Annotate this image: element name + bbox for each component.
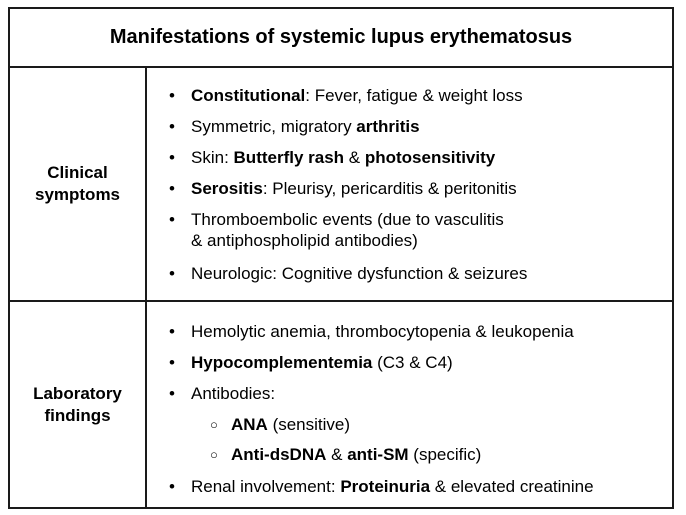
bullet-icon: • bbox=[169, 477, 175, 496]
item-bold-text: Proteinuria bbox=[340, 477, 431, 496]
hollow-bullet-icon: ○ bbox=[210, 417, 218, 432]
sub-list-item: ○ ANA (sensitive) bbox=[210, 414, 350, 435]
item-text: Hemolytic anemia, thrombocytopenia & leu… bbox=[191, 322, 574, 341]
bullet-icon: • bbox=[169, 179, 175, 198]
bullet-icon: • bbox=[169, 210, 175, 229]
list-item: • Antibodies: bbox=[169, 383, 275, 404]
bullet-icon: • bbox=[169, 264, 175, 283]
bullet-icon: • bbox=[169, 86, 175, 105]
list-item: • Constitutional: Fever, fatigue & weigh… bbox=[169, 85, 523, 106]
list-item: • Serositis: Pleurisy, pericarditis & pe… bbox=[169, 178, 517, 199]
lab-label-line2: findings bbox=[44, 405, 111, 425]
table-title: Manifestations of systemic lupus erythem… bbox=[10, 9, 672, 68]
item-text: : Fever, fatigue & weight loss bbox=[305, 86, 523, 105]
clinical-symptoms-label: Clinical symptoms bbox=[10, 68, 147, 300]
item-bold-text: Constitutional bbox=[191, 86, 306, 105]
item-text: (C3 & C4) bbox=[372, 353, 453, 372]
hollow-bullet-icon: ○ bbox=[210, 447, 218, 462]
bullet-icon: • bbox=[169, 322, 175, 341]
list-item: • Thromboembolic events (due to vasculit… bbox=[169, 209, 504, 251]
item-bold-text: ANA bbox=[231, 415, 268, 434]
clinical-label-line1: Clinical bbox=[47, 163, 108, 182]
item-text: Neurologic: Cognitive dysfunction & seiz… bbox=[191, 264, 528, 283]
bullet-icon: • bbox=[169, 117, 175, 136]
item-text: Antibodies: bbox=[191, 384, 276, 403]
clinical-symptoms-row: Clinical symptoms • Constitutional: Feve… bbox=[10, 68, 672, 302]
item-bold-text: Anti-dsDNA bbox=[231, 445, 327, 464]
lab-label-line1: Laboratory bbox=[33, 383, 122, 403]
item-bold-text: Butterfly rash bbox=[233, 148, 345, 167]
clinical-symptoms-content: • Constitutional: Fever, fatigue & weigh… bbox=[147, 68, 672, 300]
laboratory-findings-content: • Hemolytic anemia, thrombocytopenia & l… bbox=[147, 302, 672, 507]
bullet-icon: • bbox=[169, 353, 175, 372]
item-text: & elevated creatinine bbox=[430, 477, 594, 496]
list-item: • Hypocomplementemia (C3 & C4) bbox=[169, 352, 453, 373]
item-bold-text: photosensitivity bbox=[364, 148, 496, 167]
item-bold-text: Serositis bbox=[191, 179, 263, 198]
item-bold-text: anti-SM bbox=[347, 445, 409, 464]
item-text: Symmetric, migratory bbox=[191, 117, 357, 136]
item-text-line2: & antiphospholipid antibodies) bbox=[191, 231, 418, 250]
laboratory-findings-label: Laboratory findings bbox=[10, 302, 147, 507]
bullet-icon: • bbox=[169, 384, 175, 403]
item-text: & bbox=[344, 148, 365, 167]
list-item: • Neurologic: Cognitive dysfunction & se… bbox=[169, 263, 527, 284]
list-item: • Skin: Butterfly rash & photosensitivit… bbox=[169, 147, 495, 168]
item-text: Renal involvement: bbox=[191, 477, 341, 496]
list-item: • Symmetric, migratory arthritis bbox=[169, 116, 420, 137]
laboratory-findings-row: Laboratory findings • Hemolytic anemia, … bbox=[10, 302, 672, 507]
item-text: Skin: bbox=[191, 148, 234, 167]
item-text: (specific) bbox=[408, 445, 482, 464]
item-text: & bbox=[326, 445, 348, 464]
sub-list-item: ○ Anti-dsDNA & anti-SM (specific) bbox=[210, 444, 481, 465]
item-text-line1: Thromboembolic events (due to vasculitis bbox=[191, 210, 504, 229]
item-text: (sensitive) bbox=[267, 415, 351, 434]
manifestations-table: Manifestations of systemic lupus erythem… bbox=[8, 7, 674, 509]
item-bold-text: arthritis bbox=[356, 117, 420, 136]
list-item: • Renal involvement: Proteinuria & eleva… bbox=[169, 476, 594, 497]
list-item: • Hemolytic anemia, thrombocytopenia & l… bbox=[169, 321, 574, 342]
clinical-label-line2: symptoms bbox=[34, 185, 121, 204]
item-bold-text: Hypocomplementemia bbox=[191, 353, 373, 372]
bullet-icon: • bbox=[169, 148, 175, 167]
item-text: : Pleurisy, pericarditis & peritonitis bbox=[262, 179, 517, 198]
